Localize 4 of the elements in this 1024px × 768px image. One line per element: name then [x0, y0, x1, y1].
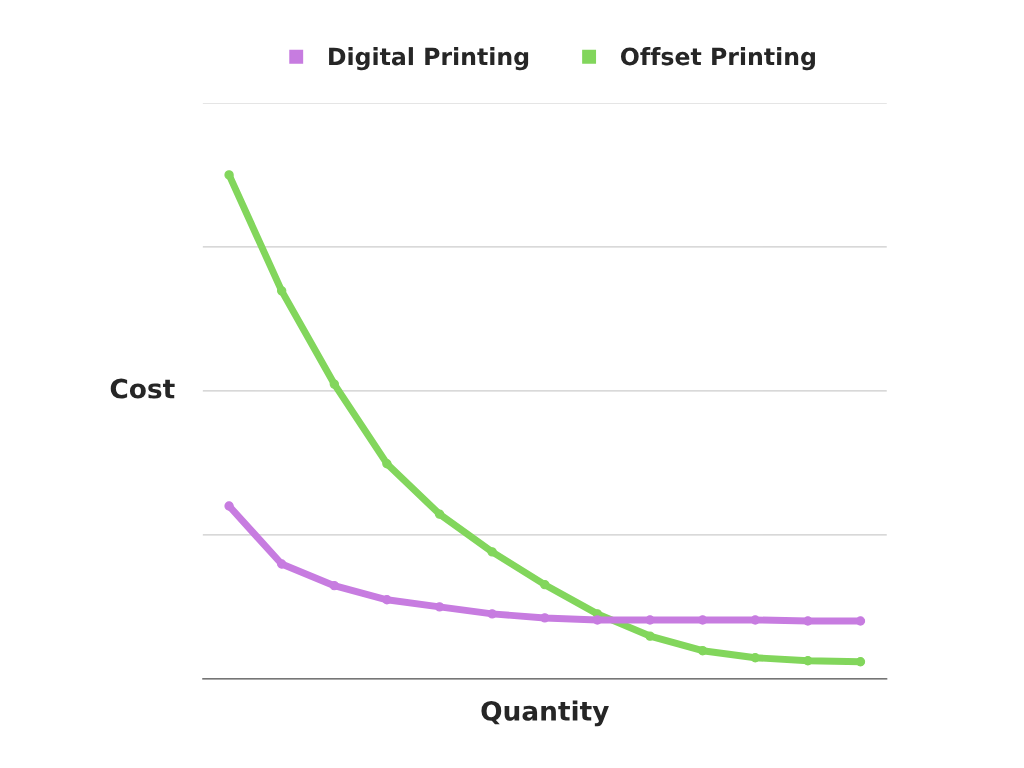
legend-label: Offset Printing	[620, 47, 815, 71]
x-axis-title: Quantity	[481, 700, 609, 727]
y-axis-title: Cost	[110, 378, 175, 399]
legend-label: Digital Printing	[329, 47, 529, 71]
